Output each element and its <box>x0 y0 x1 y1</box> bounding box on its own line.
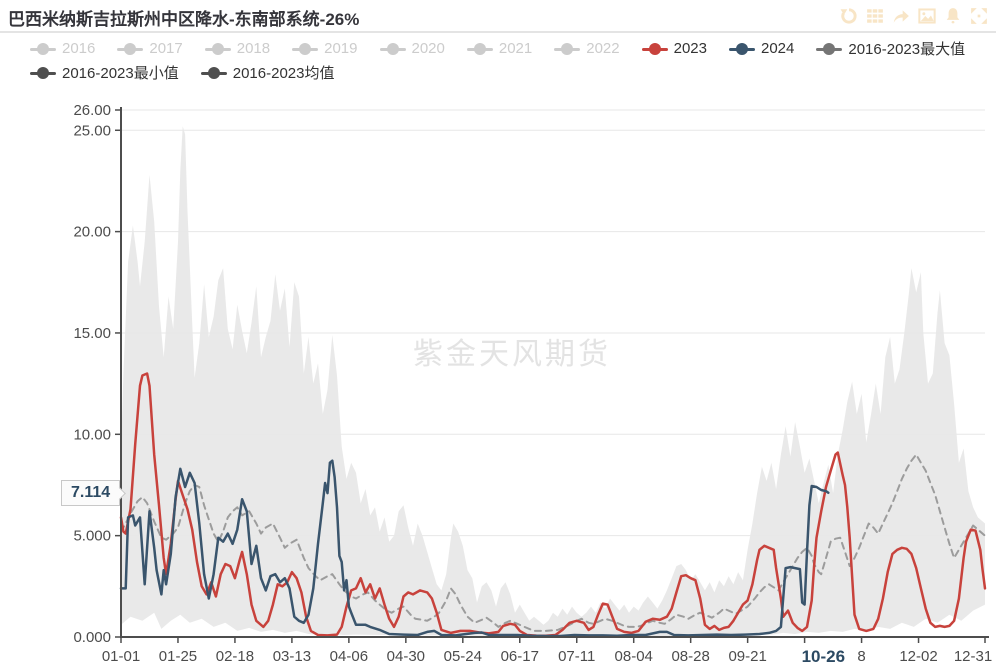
legend-label: 2023 <box>673 40 707 57</box>
alert-bell-icon[interactable] <box>943 6 962 25</box>
watermark: 紫金天风期货 <box>413 338 611 371</box>
legend-row-1: 2016 2017 2018 2019 2020 2021 2022 2023 2024 2016… <box>30 38 965 59</box>
legend-label: 2020 <box>411 40 445 57</box>
legend-marker-icon <box>30 66 56 79</box>
x-axis-label: 06-17 <box>501 648 539 665</box>
legend-label: 2016 <box>62 40 96 57</box>
toolbox <box>839 6 988 25</box>
legend-label: 2017 <box>149 40 183 57</box>
y-axis-label: 26.00 <box>73 102 111 119</box>
legend-label: 2016-2023均值 <box>232 65 335 82</box>
legend-marker-icon <box>30 42 56 55</box>
legend-marker-icon <box>292 42 319 55</box>
data-view-icon[interactable] <box>865 6 884 25</box>
y-axis-label: 10.00 <box>73 426 111 443</box>
legend-item-2021[interactable]: 2021 <box>466 40 533 57</box>
legend-row-2: 2016-2023最小值 2016-2023均值 <box>30 62 334 83</box>
y-axis-label: 20.00 <box>73 224 111 241</box>
x-axis-label: 01-25 <box>159 648 197 665</box>
refresh-icon[interactable] <box>839 6 858 25</box>
x-axis-label: 8 <box>857 648 865 665</box>
fullscreen-icon[interactable] <box>969 6 988 25</box>
legend-marker-icon <box>117 42 144 55</box>
x-axis-label: 04-06 <box>330 648 368 665</box>
x-axis-label: 05-24 <box>444 648 482 665</box>
chart-title: 巴西米纳斯吉拉斯州中区降水-东南部系统-26% <box>8 10 360 29</box>
x-axis-label: 12-31 <box>954 648 992 665</box>
legend-marker-icon <box>379 42 406 55</box>
x-axis-label: 08-04 <box>615 648 653 665</box>
y-axis-label: 5.000 <box>73 528 111 545</box>
legend-marker-icon <box>729 42 755 55</box>
export-arrow-icon[interactable] <box>891 6 910 25</box>
y-axis-label: 15.00 <box>73 325 111 342</box>
x-axis-label: 01-01 <box>102 648 140 665</box>
legend-marker-icon <box>466 42 493 55</box>
x-axis-label: 02-18 <box>216 648 254 665</box>
x-axis-label: 03-13 <box>273 648 311 665</box>
y-axis-pointer-label: 7.114 <box>61 479 121 506</box>
legend-marker-icon <box>816 42 843 55</box>
legend-item-2018[interactable]: 2018 <box>204 40 271 57</box>
legend-label: 2021 <box>498 40 533 57</box>
x-axis-pointer-label: 10-26 <box>802 647 845 666</box>
legend-item-2023[interactable]: 2023 <box>641 40 707 57</box>
legend-marker-icon <box>554 42 581 55</box>
legend-item-2016-2023均值[interactable]: 2016-2023均值 <box>200 62 335 83</box>
y-axis-label: 25.00 <box>73 122 111 139</box>
x-axis-label: 12-02 <box>899 648 937 665</box>
legend-item-2020[interactable]: 2020 <box>379 40 445 57</box>
legend-item-2017[interactable]: 2017 <box>117 40 183 57</box>
legend-item-2019[interactable]: 2019 <box>292 40 358 57</box>
legend-item-2016-2023最大值[interactable]: 2016-2023最大值 <box>816 38 965 59</box>
y-axis-label: 0.000 <box>73 629 111 646</box>
header-divider <box>0 31 996 33</box>
series-2016-2023均值-line <box>120 453 986 632</box>
legend-label: 2016-2023最小值 <box>62 65 179 82</box>
legend-item-2022[interactable]: 2022 <box>554 40 620 57</box>
legend-item-2016[interactable]: 2016 <box>30 40 95 57</box>
legend-item-2024[interactable]: 2024 <box>729 40 794 57</box>
series-2023-line <box>119 372 987 638</box>
legend-label: 2016-2023最大值 <box>848 41 966 58</box>
legend-marker-icon <box>641 42 668 55</box>
legend-label: 2024 <box>761 40 795 57</box>
legend-marker-icon <box>204 42 231 55</box>
legend-marker-icon <box>200 66 227 79</box>
x-axis-label: 08-28 <box>671 648 709 665</box>
series-2024-line <box>119 459 830 638</box>
x-axis-label: 07-11 <box>558 648 595 665</box>
legend-label: 2019 <box>324 40 358 57</box>
x-axis-label: 09-21 <box>728 648 766 665</box>
legend-label: 2018 <box>236 40 271 57</box>
legend-item-2016-2023最小值[interactable]: 2016-2023最小值 <box>30 62 179 83</box>
legend-label: 2022 <box>586 40 620 57</box>
save-image-icon[interactable] <box>917 6 936 25</box>
x-axis-label: 04-30 <box>387 648 425 665</box>
